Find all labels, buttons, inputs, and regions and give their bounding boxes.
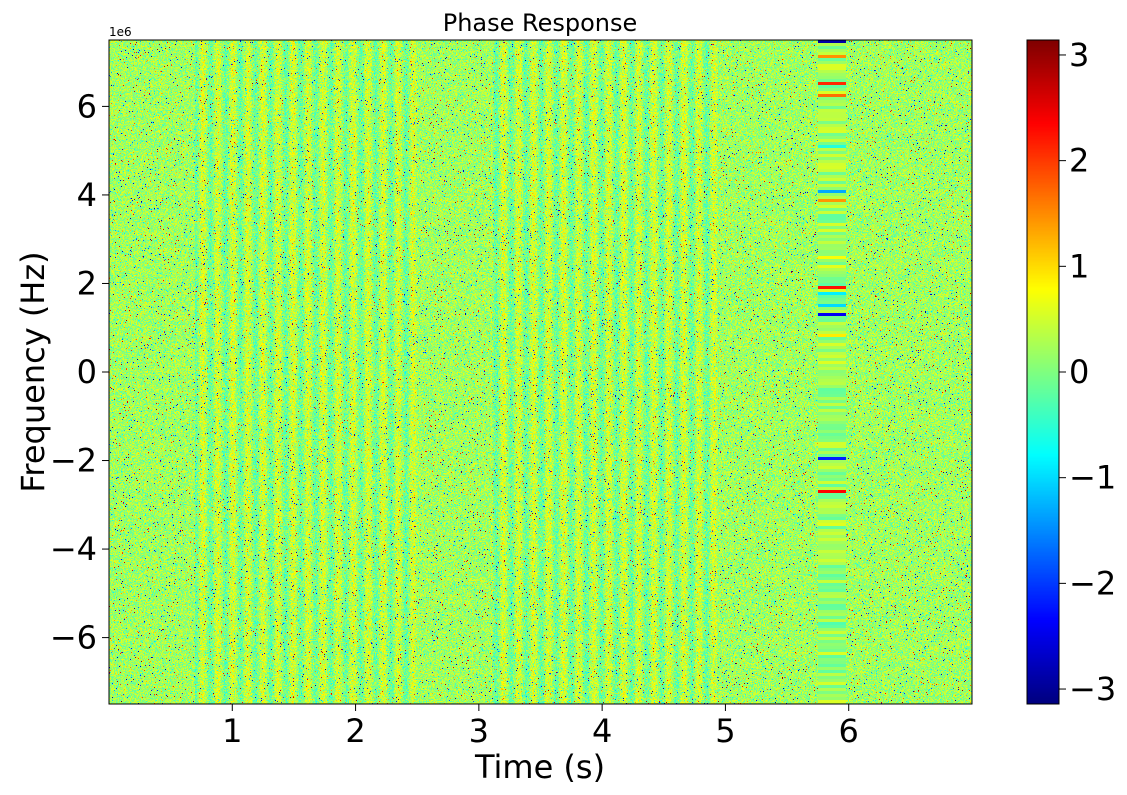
x-axis-label: Time (s)	[474, 748, 605, 786]
y-tick-label: 6	[77, 87, 97, 125]
plot-frame	[108, 39, 973, 705]
colorbar-tick-label: 1	[1069, 247, 1089, 285]
y-tick-label: −6	[50, 619, 97, 657]
x-axis: 1 2 3 4 5 6	[222, 704, 859, 750]
x-tick-label: 5	[715, 712, 735, 750]
x-tick-label: 6	[839, 712, 859, 750]
y-axis: −6 −4 −2 0 2 4 6	[50, 87, 109, 657]
colorbar-tick-label: 2	[1069, 142, 1089, 180]
y-tick-label: −4	[50, 530, 97, 568]
chart-title: Phase Response	[443, 9, 638, 37]
x-tick-label: 3	[469, 712, 489, 750]
colorbar-tick-label: −3	[1069, 670, 1116, 708]
colorbar-gradient	[1027, 40, 1059, 704]
y-tick-label: −2	[50, 442, 97, 480]
x-tick-label: 1	[222, 712, 242, 750]
y-tick-label: 0	[77, 353, 97, 391]
y-offset-label: 1e6	[109, 25, 132, 39]
colorbar-tick-label: 0	[1069, 353, 1089, 391]
y-axis-label: Frequency (Hz)	[14, 251, 52, 492]
colorbar-tick-label: 3	[1069, 36, 1089, 74]
heatmap-image	[109, 40, 972, 704]
y-tick-label: 2	[77, 264, 97, 302]
colorbar-frame	[1026, 39, 1060, 705]
colorbar-axis: −3 −2 −1 0 1 2 3	[1059, 36, 1116, 708]
colorbar-tick-label: −1	[1069, 459, 1116, 497]
y-tick-label: 4	[77, 176, 97, 214]
colorbar-tick-label: −2	[1069, 564, 1116, 602]
x-tick-label: 2	[345, 712, 365, 750]
x-tick-label: 4	[592, 712, 612, 750]
